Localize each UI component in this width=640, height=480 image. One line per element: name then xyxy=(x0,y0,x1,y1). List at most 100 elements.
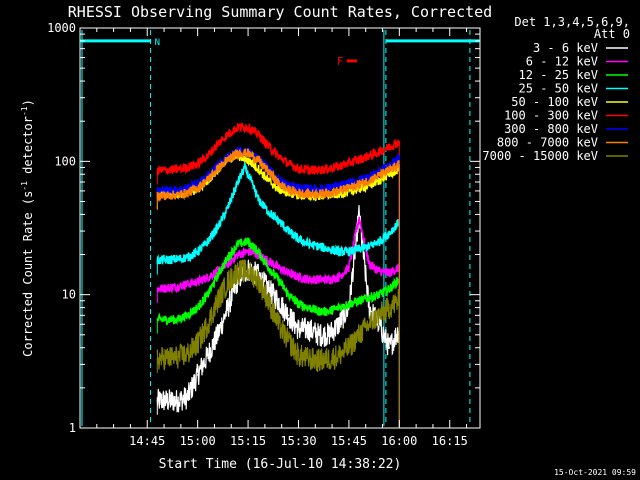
series-3-6-kev-point xyxy=(156,399,159,402)
series-7000-15000-kev-line xyxy=(156,259,400,373)
series-12-25-kev-point xyxy=(368,296,370,299)
series-7000-15000-kev-point xyxy=(217,299,219,302)
series-300-800-kev-point xyxy=(378,170,380,173)
series-12-25-kev-point xyxy=(206,293,209,296)
series-100-300-kev-point xyxy=(368,155,370,157)
series-6-12-kev-point xyxy=(368,263,370,265)
series-6-12-kev-point xyxy=(156,288,159,290)
series-800-7000-kev-point xyxy=(217,167,219,170)
series-800-7000-kev-point xyxy=(368,179,370,182)
series-25-50-kev-point xyxy=(267,210,270,213)
series-7000-15000-kev-point xyxy=(297,354,300,357)
series-25-50-kev-point xyxy=(287,230,290,232)
legend-label: 6 - 12 keV xyxy=(526,55,598,69)
plot-area: N F 14:45 15:00 15:15 15:30 15:45 16:00 16:15 1 1… xyxy=(47,21,481,448)
series-100-300-kev-point xyxy=(398,141,401,143)
series-6-12-kev-point xyxy=(327,278,330,281)
series-800-7000-kev-point xyxy=(277,182,280,184)
legend-item-7000-15000-kev: 7000 - 15000 keV xyxy=(482,149,628,163)
series-300-800-kev-point xyxy=(156,190,159,192)
series-800-7000-kev-point xyxy=(267,170,270,173)
series-12-25-kev-point xyxy=(196,306,199,309)
series-800-7000-kev-point xyxy=(348,187,350,189)
series-25-50-kev-point xyxy=(196,250,199,253)
x-tick-label: 16:00 xyxy=(381,434,417,448)
series-12-25-kev-point xyxy=(307,306,310,309)
series-3-6-kev-point xyxy=(368,306,370,309)
series-7000-15000-kev-point xyxy=(247,270,249,272)
series-7000-15000-kev-point xyxy=(227,280,229,283)
series-7000-15000-kev-point xyxy=(348,346,350,349)
series-100-300-kev-point xyxy=(206,155,209,157)
series-12-25-kev-point xyxy=(297,303,300,305)
series-7000-15000-kev-point xyxy=(338,354,340,357)
series-800-7000-kev-point xyxy=(257,159,259,161)
series-25-50-kev-point xyxy=(176,258,179,260)
y-tick-label: 100 xyxy=(54,154,76,168)
series-3-6-kev-point xyxy=(327,334,330,336)
series-7000-15000-kev-point xyxy=(156,358,159,360)
series-12-25-kev-point xyxy=(287,293,290,296)
legend-item-100-300-kev: 100 - 300 keV xyxy=(504,109,628,123)
series-7000-15000-kev-point xyxy=(307,358,310,360)
series-3-6-kev-point xyxy=(277,299,280,302)
series-25-50-kev-point xyxy=(186,256,189,259)
series-6-12-kev-point xyxy=(237,253,239,256)
legend-header-line-1: Det 1,3,4,5,6,9, xyxy=(514,15,630,29)
series-25-50-kev-point xyxy=(378,240,380,243)
series-6-12-kev-point xyxy=(378,270,380,272)
series-800-7000-kev-point xyxy=(156,195,159,197)
series-12-25-kev-point xyxy=(277,278,280,281)
series-6-12-kev-point xyxy=(206,276,209,279)
series-100-300-kev-point xyxy=(338,165,340,167)
series-25-50-kev-point xyxy=(237,181,239,183)
series-800-7000-kev-point xyxy=(338,190,340,192)
series-7000-15000-kev-point xyxy=(206,323,209,326)
y-tick-label: 1 xyxy=(69,421,76,435)
series-800-7000-kev-point xyxy=(287,189,290,191)
series-3-6-kev-point xyxy=(206,354,209,357)
series-800-7000-kev-point xyxy=(358,183,360,186)
series-300-800-kev-point xyxy=(348,182,350,185)
series-25-50-kev-point xyxy=(348,250,350,253)
series-25-50-kev-point xyxy=(250,181,253,183)
series-6-12-kev-point xyxy=(297,276,300,279)
legend-item-3-6-kev: 3 - 6 keV xyxy=(533,41,628,55)
series-6-12-kev-point xyxy=(348,266,350,269)
series-800-7000-kev-point xyxy=(196,187,199,189)
series-3-6-kev-point xyxy=(358,213,360,216)
series-6-12-kev-point xyxy=(338,276,340,279)
series-7000-15000-kev-point xyxy=(237,270,239,272)
series-25-50-kev-point xyxy=(358,248,360,250)
series-300-800-kev-point xyxy=(338,185,340,188)
series-3-6-kev-point xyxy=(388,346,391,349)
series-25-50-kev-point xyxy=(243,166,246,169)
series-7000-15000-kev-point xyxy=(287,340,290,342)
series-800-7000-kev-point xyxy=(327,192,330,194)
series-25-50-kev-point xyxy=(317,245,320,248)
legend-label: 100 - 300 keV xyxy=(504,109,598,123)
series-800-7000-kev-point xyxy=(237,152,239,155)
series-100-300-kev-line xyxy=(156,122,401,176)
series-6-12-kev-point xyxy=(388,272,391,274)
series-100-300-kev-point xyxy=(156,169,159,172)
legend-label: 800 - 7000 keV xyxy=(497,136,598,150)
series-12-25-kev-point xyxy=(257,250,259,253)
series-800-7000-kev-point xyxy=(247,152,249,155)
series-300-800-kev-point xyxy=(186,187,189,189)
series-7000-15000-kev-point xyxy=(257,278,259,281)
series-50-100-kev-point xyxy=(388,173,391,176)
series-3-6-kev-point xyxy=(176,399,179,402)
series-6-12-kev-point xyxy=(186,283,189,285)
series-6-12-kev-point xyxy=(287,272,290,274)
series-7000-15000-kev-point xyxy=(388,306,391,309)
legend-header-line-2: Att 0 xyxy=(594,27,630,41)
series-12-25-kev-point xyxy=(176,318,179,321)
series-3-6-kev-point xyxy=(287,314,290,317)
series-3-6-kev-point xyxy=(196,374,199,376)
legend-label: 25 - 50 keV xyxy=(519,82,598,96)
series-7000-15000-kev-point xyxy=(378,314,380,317)
series-12-25-kev-point xyxy=(327,310,330,313)
